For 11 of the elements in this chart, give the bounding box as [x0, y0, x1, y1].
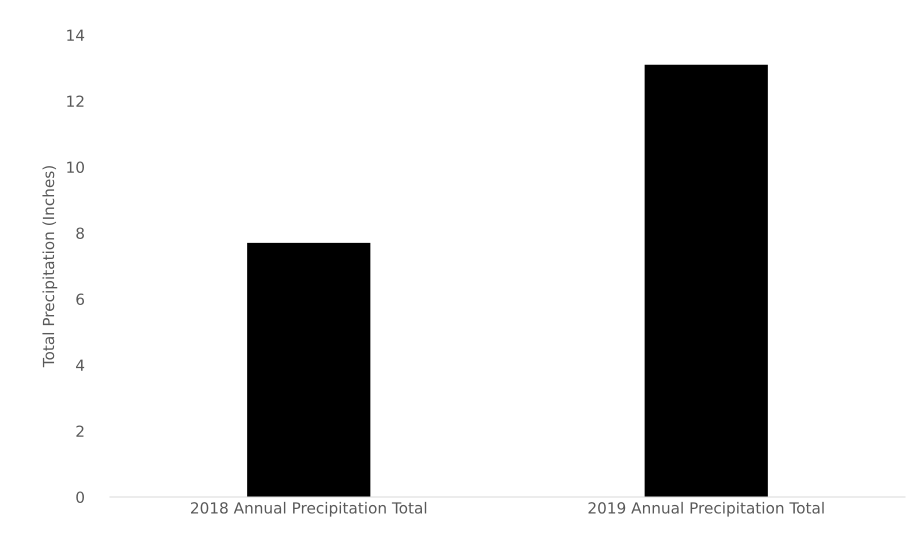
y-tick-label: 0	[76, 491, 84, 504]
y-tick-label: 4	[76, 360, 84, 371]
y-tick-label: 12	[67, 95, 84, 107]
y-tick-label: 6	[76, 293, 84, 306]
x-tick-label: 2019 Annual Precipitation Total	[588, 502, 824, 517]
y-axis-title: Total Precipitation (Inches)	[42, 166, 58, 368]
y-tick-label: 10	[67, 161, 84, 174]
y-tick-label: 2	[76, 425, 84, 437]
x-tick-label: 2018 Annual Precipitation Total	[191, 502, 426, 517]
y-tick-label: 14	[67, 30, 84, 41]
y-tick-label: 8	[76, 227, 84, 240]
